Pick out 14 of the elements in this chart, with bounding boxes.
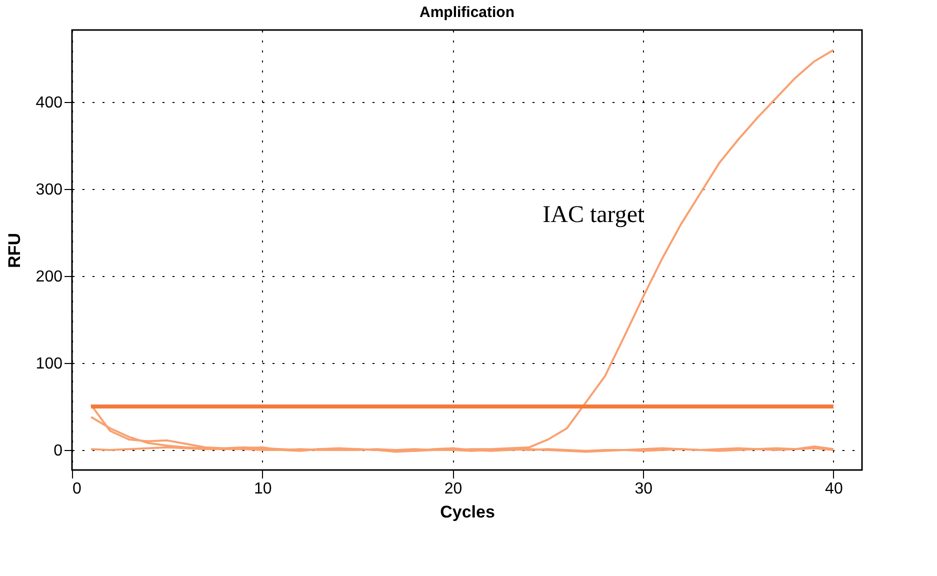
y-axis-title: RFU: [4, 233, 24, 268]
x-tick-label: 0: [72, 480, 82, 498]
x-tick-label: 10: [254, 480, 272, 498]
x-tick-label: 40: [825, 480, 843, 498]
x-tick-label: 20: [444, 480, 462, 498]
annotation: IAC target: [542, 202, 644, 228]
y-tick-label: 400: [36, 94, 63, 112]
y-tick-label: 100: [36, 356, 63, 373]
y-tick-label: 300: [36, 182, 63, 199]
y-tick-label: 0: [54, 442, 63, 460]
chart-title: Amplification: [419, 4, 515, 21]
x-axis-title: Cycles: [440, 502, 495, 522]
x-tick-label: 30: [634, 480, 653, 498]
y-tick-label: 200: [36, 268, 63, 286]
